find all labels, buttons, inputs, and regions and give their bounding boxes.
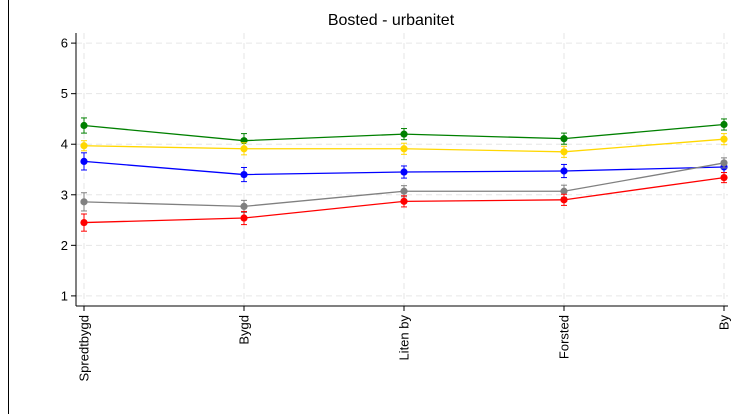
data-point (400, 187, 408, 195)
y-tick-label: 4 (61, 137, 68, 152)
x-tick-label: Bygd (237, 315, 252, 345)
data-point (240, 202, 248, 211)
gridlines (76, 33, 728, 306)
data-point (560, 196, 568, 204)
data-point (400, 197, 408, 205)
y-tick-label: 2 (61, 238, 68, 253)
x-tick-label: Spredtbygd (77, 315, 92, 382)
y-tick-label: 3 (61, 187, 68, 202)
data-point (240, 145, 248, 153)
data-point (80, 157, 88, 166)
data-point (240, 214, 248, 222)
data-point (400, 130, 408, 138)
y-tick-label: 5 (61, 86, 68, 101)
data-point (720, 120, 728, 129)
x-tick-label: Forsted (557, 315, 572, 359)
data-point (560, 187, 568, 195)
data-point (720, 135, 728, 143)
data-point (80, 142, 88, 150)
data-point (80, 121, 88, 130)
chart-title: Bosted - urbanitet (328, 12, 455, 29)
axes (75, 33, 728, 307)
x-tick-label: Liten by (397, 315, 412, 361)
data-point (560, 135, 568, 143)
x-axis-ticks: Spredtbygd Bygd Liten by Forsted By (77, 306, 732, 382)
data-point (400, 145, 408, 153)
data-point (400, 168, 408, 176)
data-point (80, 218, 88, 227)
frame-left-border (8, 0, 9, 414)
data-point (80, 198, 88, 206)
y-tick-label: 1 (61, 288, 68, 303)
data-point (240, 170, 248, 179)
series-4 (80, 172, 728, 232)
data-point (720, 173, 728, 182)
x-tick-label: By (717, 315, 732, 331)
series-1 (80, 133, 728, 158)
series-group (80, 117, 728, 232)
data-point (720, 159, 728, 167)
y-axis-ticks: 1 2 3 4 5 6 (61, 36, 76, 303)
data-point (560, 167, 568, 175)
series-3 (80, 157, 728, 213)
y-tick-label: 6 (61, 36, 68, 51)
data-point (560, 148, 568, 156)
